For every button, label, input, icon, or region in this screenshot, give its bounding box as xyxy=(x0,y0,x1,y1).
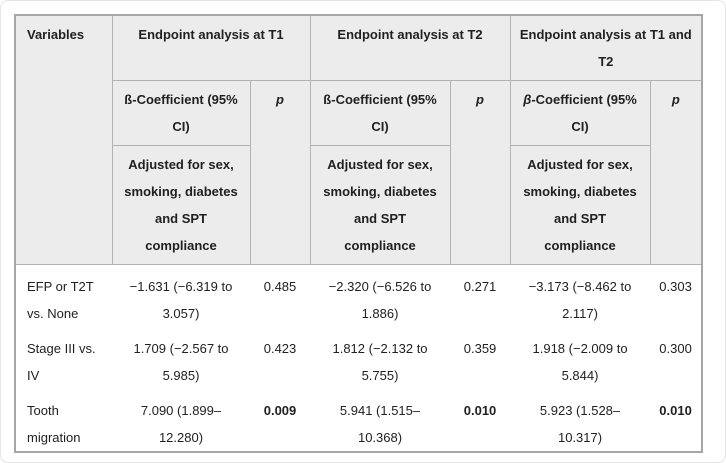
adjusted-note-t1-and-t2: Adjusted for sex, smoking, diabetes and … xyxy=(509,145,651,265)
coef-header-text: -Coefficient (95% CI) xyxy=(132,92,238,134)
variable-cell: Tooth migration xyxy=(15,389,112,452)
adjusted-note-t2: Adjusted for sex, smoking, diabetes and … xyxy=(309,145,451,265)
coef-cell: 1.918 (−2.009 to 5.844) xyxy=(510,327,651,389)
coef-header-t1-and-t2: β-Coefficient (95% CI) xyxy=(509,80,651,146)
coef-header-text: -Coefficient (95% CI) xyxy=(531,92,637,134)
group-header-t1-and-t2: Endpoint analysis at T1 and T2 xyxy=(509,14,703,81)
beta-symbol: β xyxy=(523,92,532,107)
p-value-cell: 0.359 xyxy=(450,327,511,389)
adjusted-note-t1: Adjusted for sex, smoking, diabetes and … xyxy=(111,145,251,265)
group-header-t2: Endpoint analysis at T2 xyxy=(309,14,511,81)
variable-cell: Stage III vs. IV xyxy=(15,327,112,389)
coef-cell: 1.709 (−2.567 to 5.985) xyxy=(112,327,250,389)
variables-header-cell: Variables xyxy=(14,14,113,265)
beta-symbol: ß xyxy=(124,92,133,107)
coef-cell: −2.320 (−6.526 to 1.886) xyxy=(310,264,451,327)
p-value-cell: 0.423 xyxy=(250,327,311,389)
table-row: Stage III vs. IV 1.709 (−2.567 to 5.985)… xyxy=(15,327,703,389)
header-row-groups: Variables Endpoint analysis at T1 Endpoi… xyxy=(14,14,703,265)
p-value-cell: 0.303 xyxy=(650,264,703,327)
p-header-t1: p xyxy=(249,80,311,265)
header-row-adjustment-notes: Adjusted for sex, smoking, diabetes and … xyxy=(15,145,702,265)
p-value-cell: 0.009 xyxy=(250,389,311,452)
p-value-cell: 0.485 xyxy=(250,264,311,327)
table-row: Tooth migration 7.090 (1.899–12.280) 0.0… xyxy=(15,389,703,452)
coef-cell: 5.941 (1.515–10.368) xyxy=(310,389,451,452)
coef-cell: 5.923 (1.528–10.317) xyxy=(510,389,651,452)
p-value-cell: 0.010 xyxy=(650,389,703,452)
regression-table: Variables Endpoint analysis at T1 Endpoi… xyxy=(14,14,704,453)
coef-cell: 1.812 (−2.132 to 5.755) xyxy=(310,327,451,389)
coef-cell: −3.173 (−8.462 to 2.117) xyxy=(510,264,651,327)
p-header-t1-and-t2: p xyxy=(649,80,703,265)
beta-symbol: ß xyxy=(323,92,332,107)
p-value-cell: 0.271 xyxy=(450,264,511,327)
coef-header-t1: ß-Coefficient (95% CI) xyxy=(111,80,251,146)
coef-header-text: -Coefficient (95% CI) xyxy=(331,92,437,134)
coef-header-t2: ß-Coefficient (95% CI) xyxy=(309,80,451,146)
coef-cell: 7.090 (1.899–12.280) xyxy=(112,389,250,452)
p-header-t2: p xyxy=(449,80,511,265)
coef-cell: −1.631 (−6.319 to 3.057) xyxy=(112,264,250,327)
header-row-subcolumns: ß-Coefficient (95% CI) p ß-Coefficient (… xyxy=(15,80,703,265)
variable-cell: EFP or T2T vs. None xyxy=(15,264,112,327)
group-header-t1: Endpoint analysis at T1 xyxy=(111,14,311,81)
table-row: EFP or T2T vs. None −1.631 (−6.319 to 3.… xyxy=(15,264,703,327)
p-value-cell: 0.010 xyxy=(450,389,511,452)
p-value-cell: 0.300 xyxy=(650,327,703,389)
